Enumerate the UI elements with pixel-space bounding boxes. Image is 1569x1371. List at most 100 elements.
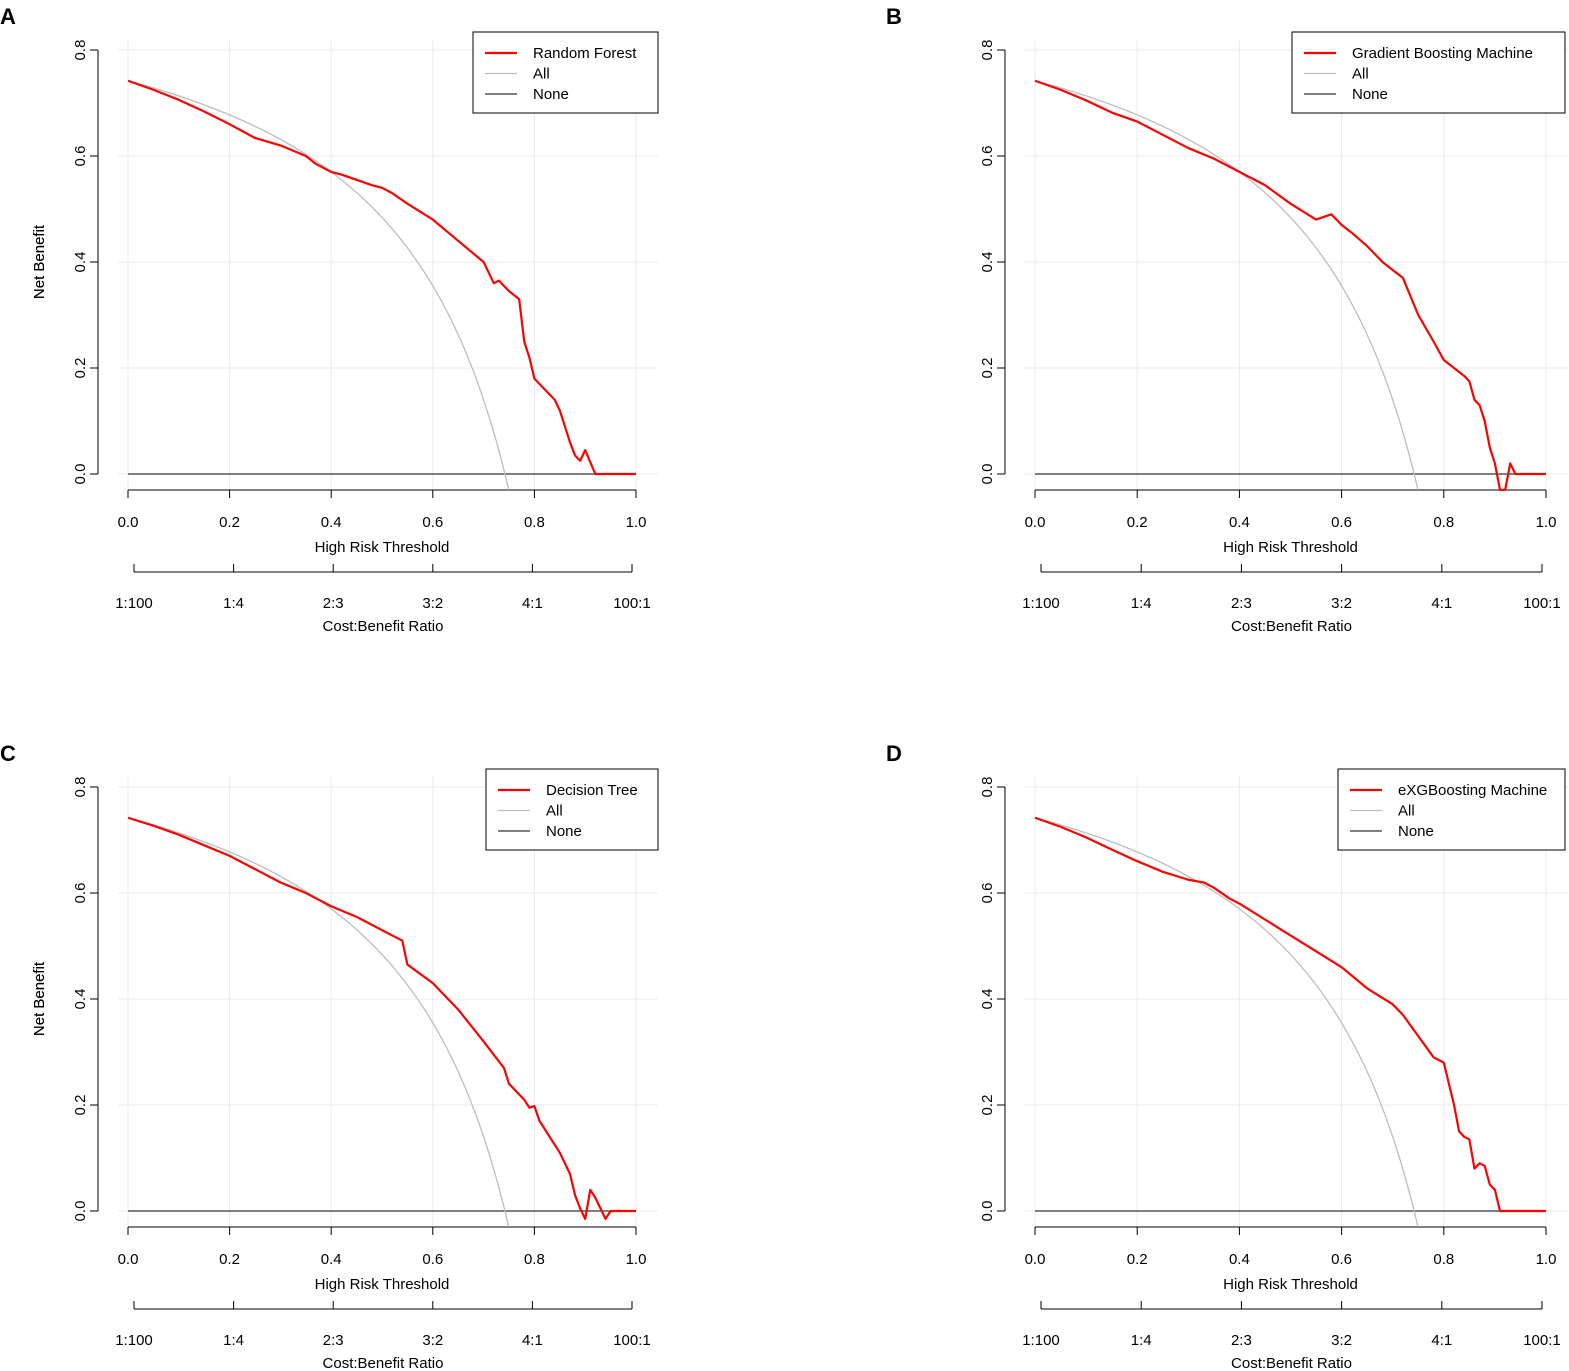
x-tick-label: 0.4 — [321, 514, 342, 531]
y-tick-label: 0.8 — [979, 777, 996, 798]
x2-tick-label: 1:100 — [115, 1332, 153, 1349]
legend-label: eXGBoosting Machine — [1398, 782, 1547, 799]
x-tick-label: 0.2 — [1127, 1251, 1148, 1268]
x2-tick-label: 3:2 — [422, 1332, 443, 1349]
x2-tick-label: 2:3 — [1231, 1332, 1252, 1349]
x-tick-label: 1.0 — [626, 1251, 647, 1268]
x-axis-title: High Risk Threshold — [315, 1276, 450, 1293]
x-tick-label: 1.0 — [1536, 514, 1557, 531]
x-tick-label: 0.0 — [118, 1251, 139, 1268]
x-axis-title: High Risk Threshold — [1223, 1276, 1358, 1293]
x-tick-label: 0.6 — [422, 1251, 443, 1268]
x-tick-label: 0.4 — [1229, 1251, 1250, 1268]
y-tick-label: 0.6 — [72, 883, 89, 904]
x-tick-label: 0.8 — [524, 514, 545, 531]
all-curve — [127, 80, 510, 491]
x2-tick-label: 100:1 — [613, 595, 651, 612]
x-tick-label: 0.4 — [1229, 514, 1250, 531]
x-tick-label: 0.8 — [524, 1251, 545, 1268]
x-tick-label: 0.0 — [118, 514, 139, 531]
model-curve — [127, 816, 636, 1221]
y-tick-label: 0.2 — [72, 358, 89, 379]
x-tick-label: 0.6 — [1331, 514, 1352, 531]
x2-axis-title: Cost:Benefit Ratio — [1231, 618, 1352, 635]
model-curve — [1034, 79, 1546, 491]
y-axis-title: Net Benefit — [31, 961, 48, 1036]
x2-axis-title: Cost:Benefit Ratio — [1231, 1355, 1352, 1371]
x-tick-label: 0.4 — [321, 1251, 342, 1268]
legend: Random Forest All None — [472, 31, 659, 114]
x-axis-title: High Risk Threshold — [315, 539, 450, 556]
x-tick-label: 0.0 — [1025, 514, 1046, 531]
x2-tick-label: 3:2 — [1331, 1332, 1352, 1349]
grid — [118, 777, 658, 1227]
all-curve — [1034, 80, 1419, 491]
model-curve — [127, 79, 636, 476]
x-tick-label: 0.8 — [1433, 1251, 1454, 1268]
x2-tick-label: 1:100 — [1022, 1332, 1060, 1349]
legend-label: Random Forest — [533, 45, 637, 62]
x2-tick-label: 100:1 — [1523, 595, 1561, 612]
panel-label: D — [886, 741, 902, 766]
panel-b: B 0.0 0.2 0.4 0.6 0.8 Net Benefit 0.0 0.2 0.4 0.6 0… — [31, 4, 1568, 635]
legend-label: None — [533, 86, 569, 103]
x-tick-label: 0.0 — [1025, 1251, 1046, 1268]
all-curve — [127, 817, 510, 1228]
legend: Gradient Boosting Machine All None — [1291, 31, 1566, 114]
legend-label: None — [1352, 86, 1388, 103]
x2-tick-label: 2:3 — [323, 1332, 344, 1349]
y-tick-label: 0.0 — [72, 464, 89, 485]
legend-label: All — [1398, 803, 1415, 820]
y-tick-label: 0.6 — [979, 146, 996, 167]
x2-tick-label: 4:1 — [522, 1332, 543, 1349]
y-tick-label: 0.8 — [72, 40, 89, 61]
x-tick-label: 1.0 — [1536, 1251, 1557, 1268]
x-tick-label: 0.2 — [1127, 514, 1148, 531]
x2-tick-label: 2:3 — [323, 595, 344, 612]
x2-axis-title: Cost:Benefit Ratio — [323, 1355, 444, 1371]
y-tick-label: 0.4 — [979, 252, 996, 273]
x2-tick-label: 2:3 — [1231, 595, 1252, 612]
y-tick-label: 0.4 — [979, 989, 996, 1010]
x2-tick-label: 4:1 — [1431, 1332, 1452, 1349]
legend-label: Gradient Boosting Machine — [1352, 45, 1533, 62]
legend-label: None — [1398, 823, 1434, 840]
panel-a: A 0.0 0.2 0.4 0.6 0.8 Net Benefit 0.0 0.2 0.4 0.6 0… — [0, 4, 659, 635]
x2-tick-label: 1:4 — [1131, 1332, 1152, 1349]
x2-tick-label: 1:100 — [1022, 595, 1060, 612]
x2-tick-label: 100:1 — [613, 1332, 651, 1349]
legend-box — [485, 768, 659, 851]
x-tick-label: 0.2 — [219, 1251, 240, 1268]
legend: eXGBoosting Machine All None — [1337, 768, 1566, 851]
y-tick-label: 0.2 — [979, 358, 996, 379]
panel-label: A — [0, 4, 16, 29]
x2-tick-label: 1:4 — [223, 1332, 244, 1349]
y-axis-title: Net Benefit — [31, 224, 48, 299]
y-tick-label: 0.4 — [72, 989, 89, 1010]
panel-c: C 0.0 0.2 0.4 0.6 0.8 Net Benefit 0.0 0.2 0.4 0.6 0… — [0, 741, 659, 1371]
y-tick-label: 0.4 — [72, 252, 89, 273]
legend: Decision Tree All None — [485, 768, 659, 851]
y-tick-label: 0.0 — [979, 464, 996, 485]
x2-tick-label: 1:4 — [1131, 595, 1152, 612]
model-curve — [1034, 816, 1546, 1213]
y-tick-label: 0.2 — [979, 1095, 996, 1116]
x2-tick-label: 1:4 — [223, 595, 244, 612]
y-tick-label: 0.8 — [72, 777, 89, 798]
x2-axis-title: Cost:Benefit Ratio — [323, 618, 444, 635]
x2-tick-label: 100:1 — [1523, 1332, 1561, 1349]
y-tick-label: 0.6 — [979, 883, 996, 904]
all-curve — [1034, 817, 1419, 1228]
x-axis-title: High Risk Threshold — [1223, 539, 1358, 556]
y-tick-label: 0.0 — [979, 1201, 996, 1222]
legend-label: All — [1352, 66, 1369, 83]
x-tick-label: 0.6 — [1331, 1251, 1352, 1268]
legend-box — [472, 31, 659, 114]
x2-tick-label: 4:1 — [522, 595, 543, 612]
x2-tick-label: 3:2 — [1331, 595, 1352, 612]
panel-label: B — [886, 4, 902, 29]
y-tick-label: 0.0 — [72, 1201, 89, 1222]
legend-label: None — [546, 823, 582, 840]
y-axis-title: Net Benefit — [31, 961, 48, 1036]
